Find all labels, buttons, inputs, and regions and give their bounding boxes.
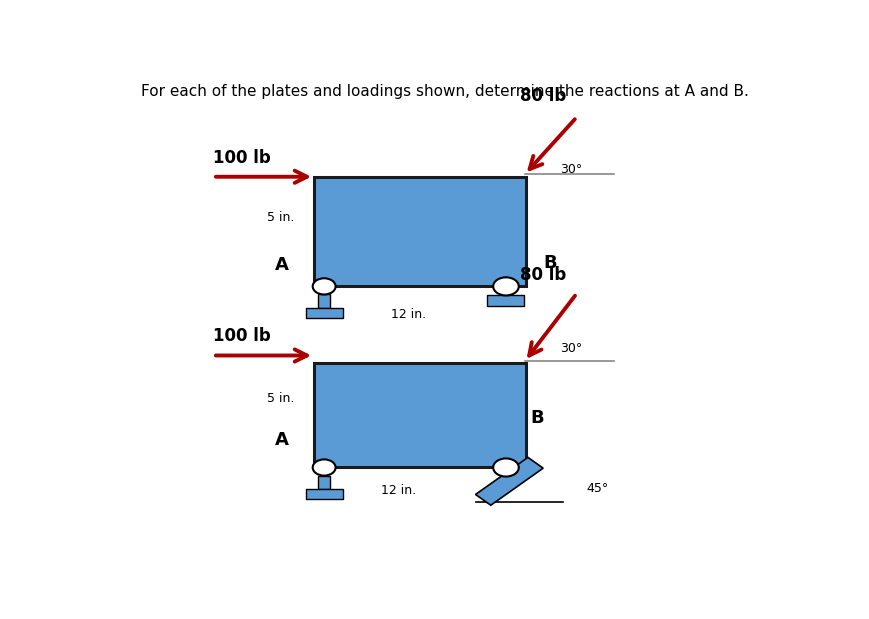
Circle shape xyxy=(494,459,519,477)
Circle shape xyxy=(313,279,335,295)
Circle shape xyxy=(313,459,335,475)
Text: B: B xyxy=(543,254,557,272)
Text: 30°: 30° xyxy=(560,163,582,176)
Text: 45°: 45° xyxy=(587,482,609,495)
Text: 30°: 30° xyxy=(560,342,582,355)
Bar xyxy=(318,295,330,308)
Text: 5 in.: 5 in. xyxy=(267,210,294,224)
Text: B: B xyxy=(530,409,544,427)
Bar xyxy=(314,363,526,467)
Bar xyxy=(318,475,330,489)
Bar xyxy=(306,489,342,500)
Bar xyxy=(306,308,342,318)
Bar xyxy=(488,295,525,306)
Text: A: A xyxy=(275,431,289,449)
Text: 5 in.: 5 in. xyxy=(267,392,294,405)
Text: A: A xyxy=(275,256,289,274)
Text: For each of the plates and loadings shown, determine the reactions at A and B.: For each of the plates and loadings show… xyxy=(142,84,749,99)
Text: 100 lb: 100 lb xyxy=(213,149,271,167)
Bar xyxy=(314,177,526,287)
Polygon shape xyxy=(475,457,543,505)
Circle shape xyxy=(494,277,519,295)
Text: 100 lb: 100 lb xyxy=(213,327,271,345)
Text: 80 lb: 80 lb xyxy=(520,87,566,105)
Text: 12 in.: 12 in. xyxy=(391,308,426,321)
Text: 12 in.: 12 in. xyxy=(381,484,415,497)
Text: 80 lb: 80 lb xyxy=(520,266,566,284)
